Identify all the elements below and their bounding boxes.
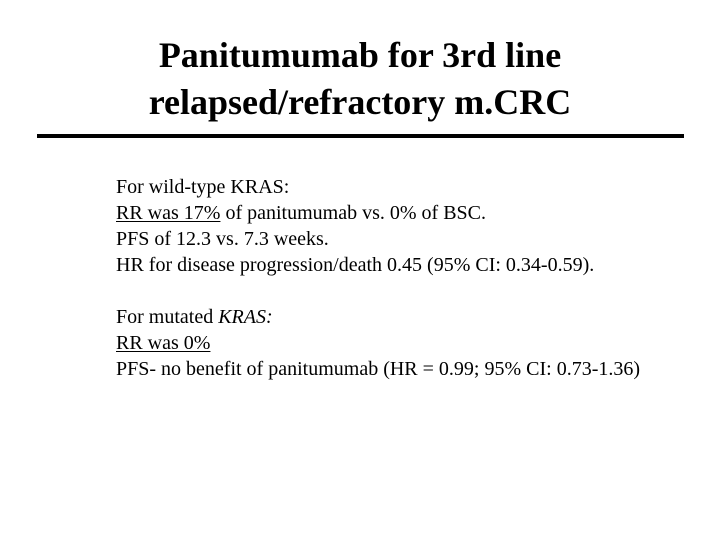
wild-type-pfs: PFS of 12.3 vs. 7.3 weeks.	[116, 228, 329, 250]
title-divider	[37, 134, 684, 138]
mutated-rr: RR was 0%	[116, 330, 696, 356]
wild-type-heading: For wild-type KRAS:	[116, 176, 290, 198]
mutated-rr-underlined: RR was 0%	[116, 332, 211, 354]
slide-title: Panitumumab for 3rd line relapsed/refrac…	[0, 32, 720, 126]
title-line-1: Panitumumab for 3rd line	[158, 35, 562, 75]
mutated-heading-prefix: For mutated	[116, 306, 219, 328]
paragraph-gap	[116, 278, 696, 304]
wild-type-rr-rest: of panitumumab vs. 0% of BSC.	[220, 202, 486, 224]
mutated-heading: For mutated KRAS:	[116, 304, 696, 330]
title-line-2: relapsed/refractory m.CRC	[148, 82, 572, 122]
wild-type-hr: HR for disease progression/death 0.45 (9…	[116, 254, 595, 276]
mutated-pfs: PFS- no benefit of panitumumab (HR = 0.9…	[116, 358, 641, 380]
wild-type-rr: RR was 17% of panitumumab vs. 0% of BSC.	[116, 200, 696, 226]
slide-body: For wild-type KRAS: RR was 17% of panitu…	[116, 174, 696, 382]
wild-type-rr-underlined: RR was 17%	[116, 202, 221, 224]
mutated-heading-kras: KRAS:	[218, 306, 273, 328]
